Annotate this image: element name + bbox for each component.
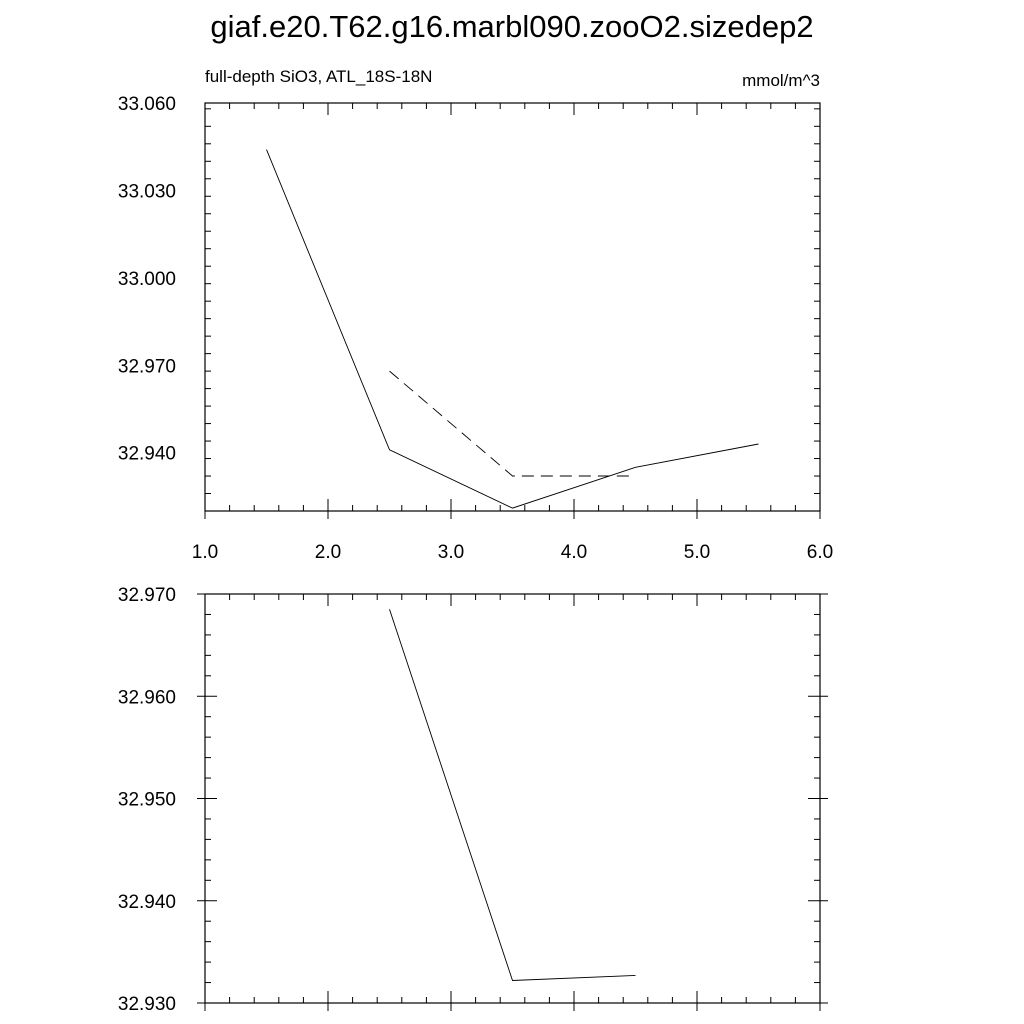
bottom-y-tick-label: 32.970 — [118, 585, 176, 606]
top-x-tick-label: 6.0 — [807, 542, 833, 563]
top-panel: 32.940 32.970 33.000 33.030 33.060 1.0 2.0 3.0 4… — [118, 94, 833, 563]
top-x-tick-label: 5.0 — [684, 542, 710, 563]
top-panel-units-label: mmol/m^3 — [742, 71, 820, 90]
top-x-tick-label: 1.0 — [192, 542, 218, 563]
top-series-line-2 — [389, 370, 636, 477]
bottom-y-tick-label: 32.940 — [118, 892, 176, 913]
bottom-plot-frame — [204, 593, 821, 1004]
top-x-tick-label: 3.0 — [438, 542, 464, 563]
top-x-tick-label: 2.0 — [315, 542, 341, 563]
plot-panels: 32.940 32.970 33.000 33.030 33.060 1.0 2.0 3.0 4… — [118, 94, 833, 1015]
bottom-y-tick-label: 32.960 — [118, 687, 176, 708]
top-x-tick-label: 4.0 — [561, 542, 587, 563]
top-series-line-1 — [266, 149, 759, 509]
bottom-y-tick-label: 32.950 — [118, 790, 176, 811]
top-y-tick-label: 33.060 — [118, 94, 176, 115]
top-y-tick-label: 33.000 — [118, 269, 176, 290]
bottom-y-tick-label: 32.930 — [118, 994, 176, 1015]
top-panel-variable-label: full-depth SiO3, ATL_18S-18N — [205, 67, 432, 86]
bottom-panel: 32.930 32.940 32.950 32.960 32.970 — [118, 585, 828, 1015]
top-y-tick-label: 32.940 — [118, 444, 176, 465]
top-plot-frame — [204, 102, 821, 512]
top-y-tick-label: 33.030 — [118, 181, 176, 202]
top-y-tick-label: 32.970 — [118, 356, 176, 377]
figure-title: giaf.e20.T62.g16.marbl090.zooO2.sizedep2 — [210, 9, 813, 44]
bottom-series-line-1 — [389, 609, 636, 981]
